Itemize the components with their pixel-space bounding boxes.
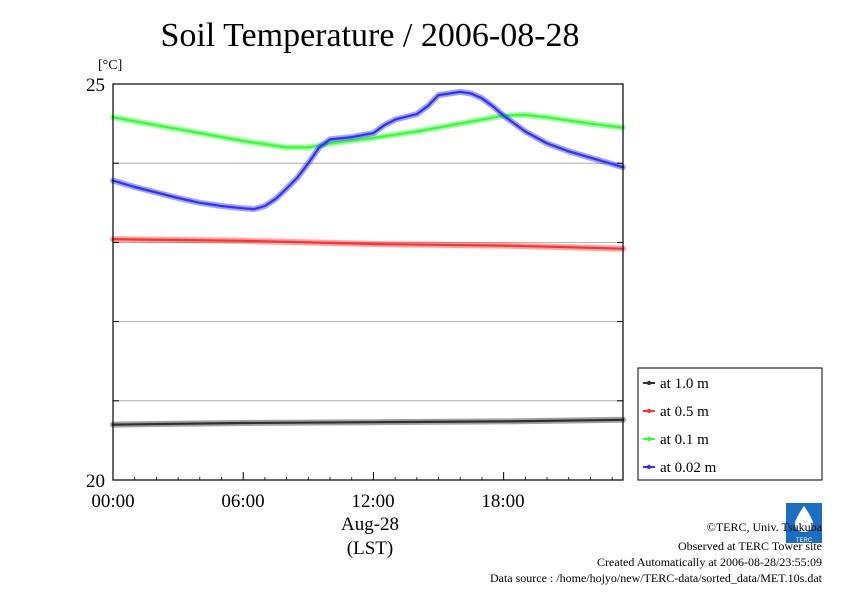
credit-observed: Observed at TERC Tower site: [678, 539, 822, 553]
legend-box: [637, 367, 823, 481]
series-band-at-0-02-m: [110, 88, 626, 213]
credit-created: Created Automatically at 2006-08-28/23:5…: [597, 555, 822, 569]
y-tick-label-min: 20: [86, 471, 105, 492]
credit-copyright: ©TERC, Univ. Tsukuba: [707, 520, 823, 534]
legend-swatches: [643, 380, 655, 470]
y-axis-unit-label: [°C]: [98, 58, 122, 73]
y-tick-label-max: 25: [86, 75, 105, 96]
x-tick-label-1800: 18:00: [481, 491, 524, 512]
chart-title: Soil Temperature / 2006-08-28: [160, 17, 579, 54]
credit-source: Data source : /home/hojyo/new/TERC-data/…: [490, 571, 823, 585]
series-line-at-0-1-m: [111, 113, 625, 149]
legend-marker-at-0-1-m: [646, 436, 652, 442]
legend-marker-at-0-02-m: [646, 464, 652, 470]
series-lines: [110, 88, 626, 428]
legend-marker-at-1-0-m: [646, 380, 652, 386]
legend-label-0-02m: at 0.02 m: [660, 460, 717, 476]
terc-logo-text: TERC: [796, 538, 813, 544]
terc-logo: TERC: [786, 503, 822, 544]
x-axis-label: (LST): [347, 538, 393, 559]
legend-label-0-5m: at 0.5 m: [660, 404, 709, 420]
axis-ticks: [112, 162, 623, 480]
plot-area-frame: [112, 83, 624, 481]
x-tick-label-0600: 06:00: [221, 491, 264, 512]
series-line-at-0-5-m: [111, 238, 625, 250]
x-tick-label-1200: 12:00: [351, 491, 394, 512]
x-tick-label-0000: 00:00: [91, 491, 134, 512]
series-line-at-0-02-m: [111, 90, 625, 211]
terc-logo-base: [786, 537, 822, 543]
legend: at 1.0 m at 0.5 m at 0.1 m at 0.02 m: [637, 367, 823, 481]
legend-label-0-1m: at 0.1 m: [660, 432, 709, 448]
legend-marker-at-0-5-m: [646, 408, 652, 414]
series-line-at-1-0-m: [111, 418, 625, 426]
grid-lines: [113, 162, 623, 402]
water-drop-icon: [795, 506, 813, 532]
legend-label-1-0m: at 1.0 m: [660, 376, 709, 392]
x-date-label: Aug-28: [341, 514, 399, 535]
